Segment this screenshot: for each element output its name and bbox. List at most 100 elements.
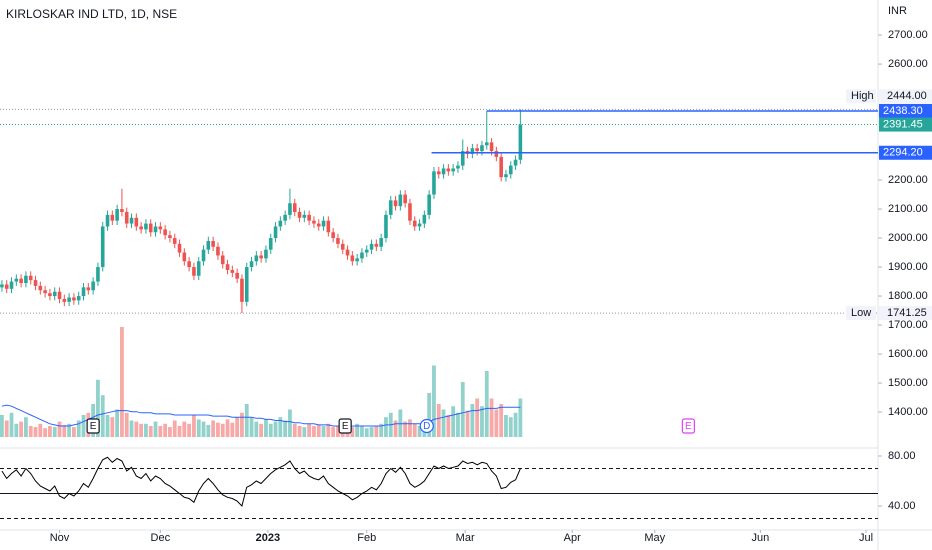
volume-bar [494, 409, 499, 437]
level-name: Low [851, 307, 871, 319]
volume-bar [336, 426, 340, 437]
drawn-line-label-box [879, 103, 932, 118]
volume-bar [489, 398, 494, 437]
candle-body [153, 226, 158, 233]
level-label: 2444.00 [887, 90, 927, 102]
volume-bar [33, 427, 38, 437]
candle-body [321, 220, 326, 227]
candle-body [312, 220, 316, 224]
volume-bar [278, 417, 283, 437]
volume-bar [364, 428, 369, 437]
candle-body [220, 255, 225, 265]
candle-body [388, 200, 393, 215]
volume-bar [264, 419, 268, 437]
candle-body [216, 246, 220, 256]
volume-bar [235, 417, 240, 437]
volume-bar [110, 417, 115, 437]
candle-body [91, 281, 95, 291]
volume-bar [297, 426, 302, 437]
candle-body [24, 275, 28, 284]
candle-body [494, 151, 499, 157]
x-tick-label: Dec [151, 532, 171, 544]
volume-bar [316, 424, 321, 437]
volume-bar [499, 404, 504, 437]
candle-body [115, 209, 119, 221]
volume-bar [81, 415, 86, 437]
candle-body [182, 252, 187, 262]
volume-bar [67, 423, 72, 437]
volume-bar [384, 417, 388, 437]
candle-body [331, 232, 335, 239]
volume-bar [230, 422, 235, 437]
volume-bar [211, 420, 216, 437]
volume-bar [163, 423, 168, 437]
candle-body [393, 200, 398, 207]
candle-body [360, 252, 364, 259]
level-label: 1741.25 [887, 307, 927, 319]
volume-bar [508, 417, 513, 437]
volume-bar [321, 426, 326, 437]
volume-bar [134, 421, 139, 437]
candle-body [307, 214, 311, 221]
volume-bar [408, 419, 412, 437]
candle-body [163, 229, 167, 236]
volume-bar [196, 419, 201, 437]
volume-bar [48, 426, 52, 437]
volume-bar [4, 420, 9, 437]
candle-body [432, 171, 436, 195]
volume-bar [484, 371, 489, 437]
volume-bar [451, 406, 456, 437]
candle-body [384, 214, 388, 239]
candle-body [350, 255, 355, 262]
level-label-box [879, 89, 932, 104]
volume-bar [369, 427, 374, 437]
volume-bar [100, 395, 105, 437]
event-label: E [90, 421, 97, 432]
candle-body [105, 214, 110, 227]
level-label-box [879, 306, 932, 321]
candle-body [57, 291, 62, 299]
volume-bar [9, 412, 14, 437]
candle-body [504, 174, 508, 178]
candle-body [369, 243, 374, 250]
volume-bar [19, 421, 24, 437]
candle-body [33, 280, 38, 286]
volume-bar [456, 412, 460, 437]
candle-body [408, 203, 412, 221]
y-tick-label: 1700.00 [888, 319, 928, 331]
candle-body [148, 223, 153, 233]
x-tick-label: Jun [752, 532, 770, 544]
candle-body [48, 293, 52, 297]
volume-bar [96, 379, 100, 437]
candle-body [110, 214, 115, 221]
event-label: D [423, 421, 430, 432]
y-tick-label: 1800.00 [888, 290, 928, 302]
chart-title: KIRLOSKAR IND LTD, 1D, NSE [6, 7, 177, 21]
y-tick-label: 2100.00 [888, 203, 928, 215]
candle-body [52, 291, 57, 297]
volume-bar [398, 409, 403, 437]
candle-body [19, 278, 23, 284]
volume-bar [326, 423, 331, 437]
volume-bar [153, 421, 158, 437]
candle-body [436, 171, 441, 175]
volume-bar [417, 426, 422, 437]
candle-body [518, 124, 523, 160]
candle-body [470, 148, 475, 154]
volume-bar [62, 424, 67, 437]
candle-body [28, 275, 33, 281]
volume-bar [187, 423, 192, 437]
volume-bar [283, 420, 288, 437]
y-tick-label: 1500.00 [888, 377, 928, 389]
candle-body [72, 297, 76, 301]
drawn-line-label: 2294.20 [883, 147, 923, 159]
volume-bar [427, 393, 432, 437]
volume-bar [72, 427, 76, 437]
candle-body [297, 211, 302, 218]
candle-body [67, 297, 71, 302]
earnings-marker [681, 418, 695, 434]
candle-body [0, 284, 4, 288]
candle-body [441, 168, 446, 175]
candle-body [379, 238, 383, 247]
candle-body [283, 214, 287, 221]
